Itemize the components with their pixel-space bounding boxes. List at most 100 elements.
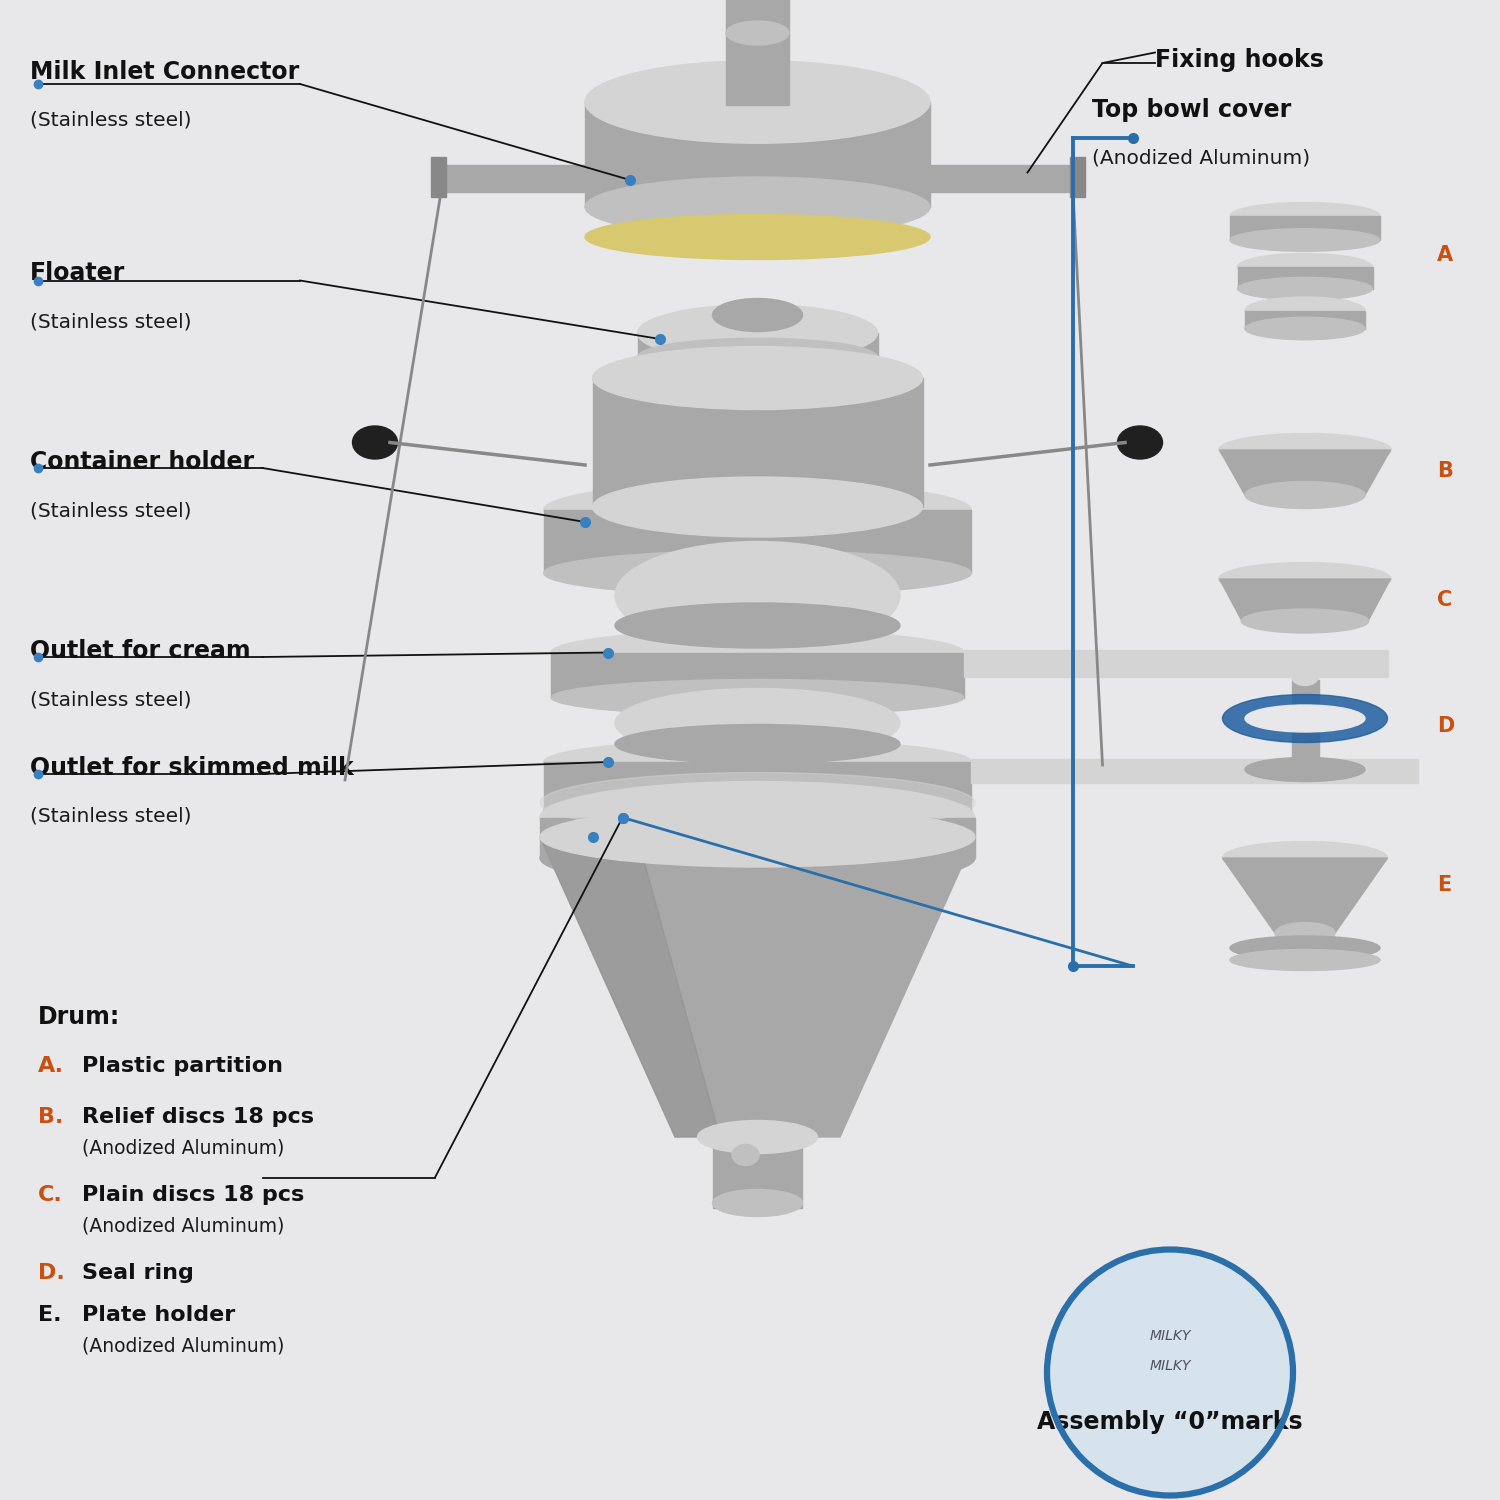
Ellipse shape [585, 177, 930, 237]
Ellipse shape [592, 346, 922, 410]
Ellipse shape [1218, 562, 1392, 596]
Ellipse shape [615, 724, 900, 764]
Text: Drum:: Drum: [38, 1005, 120, 1029]
Polygon shape [638, 333, 878, 357]
Ellipse shape [543, 550, 972, 596]
Ellipse shape [712, 298, 803, 332]
Ellipse shape [352, 426, 398, 459]
Polygon shape [972, 759, 1418, 783]
Text: MILKY: MILKY [1149, 1329, 1191, 1344]
Text: (Anodized Aluminum): (Anodized Aluminum) [82, 1216, 285, 1236]
Ellipse shape [540, 782, 975, 853]
Text: Fixing hooks: Fixing hooks [1155, 48, 1324, 72]
Text: (Anodized Aluminum): (Anodized Aluminum) [1092, 148, 1310, 168]
Text: Relief discs 18 pcs: Relief discs 18 pcs [82, 1107, 315, 1126]
Ellipse shape [1245, 297, 1365, 324]
Polygon shape [442, 165, 585, 192]
Polygon shape [592, 378, 922, 507]
Ellipse shape [615, 542, 900, 650]
Ellipse shape [1230, 936, 1380, 960]
Ellipse shape [1222, 694, 1388, 742]
Ellipse shape [1230, 202, 1380, 229]
Text: Seal ring: Seal ring [82, 1263, 195, 1282]
Ellipse shape [615, 603, 900, 648]
Text: Container holder: Container holder [30, 450, 254, 474]
Ellipse shape [1245, 482, 1365, 508]
Ellipse shape [1238, 278, 1372, 300]
Polygon shape [1220, 450, 1391, 495]
Text: Top bowl cover: Top bowl cover [1092, 98, 1292, 122]
Text: A: A [1437, 244, 1454, 266]
Ellipse shape [543, 792, 972, 828]
Polygon shape [964, 650, 1388, 676]
Ellipse shape [1222, 842, 1388, 874]
Text: Outlet for skimmed milk: Outlet for skimmed milk [30, 756, 354, 780]
Polygon shape [1230, 216, 1380, 240]
Polygon shape [1238, 267, 1372, 288]
Bar [430, 158, 445, 196]
Text: (Stainless steel): (Stainless steel) [30, 111, 192, 130]
Circle shape [1047, 1250, 1293, 1496]
Ellipse shape [552, 630, 963, 675]
Polygon shape [1220, 579, 1391, 621]
Text: Milk Inlet Connector: Milk Inlet Connector [30, 60, 299, 84]
Polygon shape [1222, 858, 1388, 933]
Ellipse shape [1242, 609, 1368, 633]
Ellipse shape [543, 482, 972, 538]
Text: (Anodized Aluminum): (Anodized Aluminum) [82, 1336, 285, 1356]
Text: (Stainless steel): (Stainless steel) [30, 501, 192, 520]
Polygon shape [540, 837, 720, 1137]
Ellipse shape [1118, 426, 1162, 459]
Ellipse shape [1218, 433, 1392, 466]
Bar [726, 0, 789, 105]
Bar [1070, 158, 1084, 196]
Ellipse shape [1292, 668, 1318, 686]
Ellipse shape [1230, 230, 1380, 251]
Ellipse shape [615, 688, 900, 758]
Text: A.: A. [38, 1056, 63, 1076]
Ellipse shape [638, 304, 878, 361]
Ellipse shape [543, 740, 972, 784]
Ellipse shape [1275, 922, 1335, 944]
Ellipse shape [698, 1120, 818, 1154]
Bar [712, 1132, 803, 1208]
Bar [1292, 680, 1318, 770]
Ellipse shape [732, 1144, 759, 1166]
Ellipse shape [1230, 950, 1380, 970]
Ellipse shape [540, 772, 975, 832]
Ellipse shape [1245, 705, 1365, 732]
Polygon shape [544, 762, 972, 810]
Polygon shape [585, 102, 930, 207]
Polygon shape [540, 818, 975, 858]
Text: Plate holder: Plate holder [82, 1305, 236, 1324]
Text: D.: D. [38, 1263, 64, 1282]
Polygon shape [544, 510, 972, 573]
Polygon shape [540, 837, 975, 1137]
Text: Floater: Floater [30, 261, 124, 285]
Text: B: B [1437, 460, 1454, 482]
Text: C: C [1437, 590, 1452, 610]
Ellipse shape [592, 477, 922, 537]
Text: Plain discs 18 pcs: Plain discs 18 pcs [82, 1185, 304, 1204]
Text: E.: E. [38, 1305, 62, 1324]
Polygon shape [930, 165, 1072, 192]
Ellipse shape [540, 807, 975, 867]
Ellipse shape [540, 828, 975, 888]
Text: C.: C. [38, 1185, 62, 1204]
Ellipse shape [638, 339, 878, 376]
Text: (Stainless steel): (Stainless steel) [30, 807, 192, 826]
Text: MILKY: MILKY [1149, 1359, 1191, 1374]
Ellipse shape [585, 60, 930, 144]
Text: (Anodized Aluminum): (Anodized Aluminum) [82, 1138, 285, 1158]
Ellipse shape [585, 214, 930, 260]
Text: Outlet for cream: Outlet for cream [30, 639, 251, 663]
Text: D: D [1437, 716, 1454, 736]
Ellipse shape [726, 21, 789, 45]
Polygon shape [1245, 310, 1365, 328]
Text: E: E [1437, 874, 1450, 896]
Text: (Stainless steel): (Stainless steel) [30, 312, 192, 332]
Ellipse shape [552, 680, 963, 716]
Text: Plastic partition: Plastic partition [82, 1056, 284, 1076]
Text: B.: B. [38, 1107, 63, 1126]
Ellipse shape [1245, 758, 1365, 782]
